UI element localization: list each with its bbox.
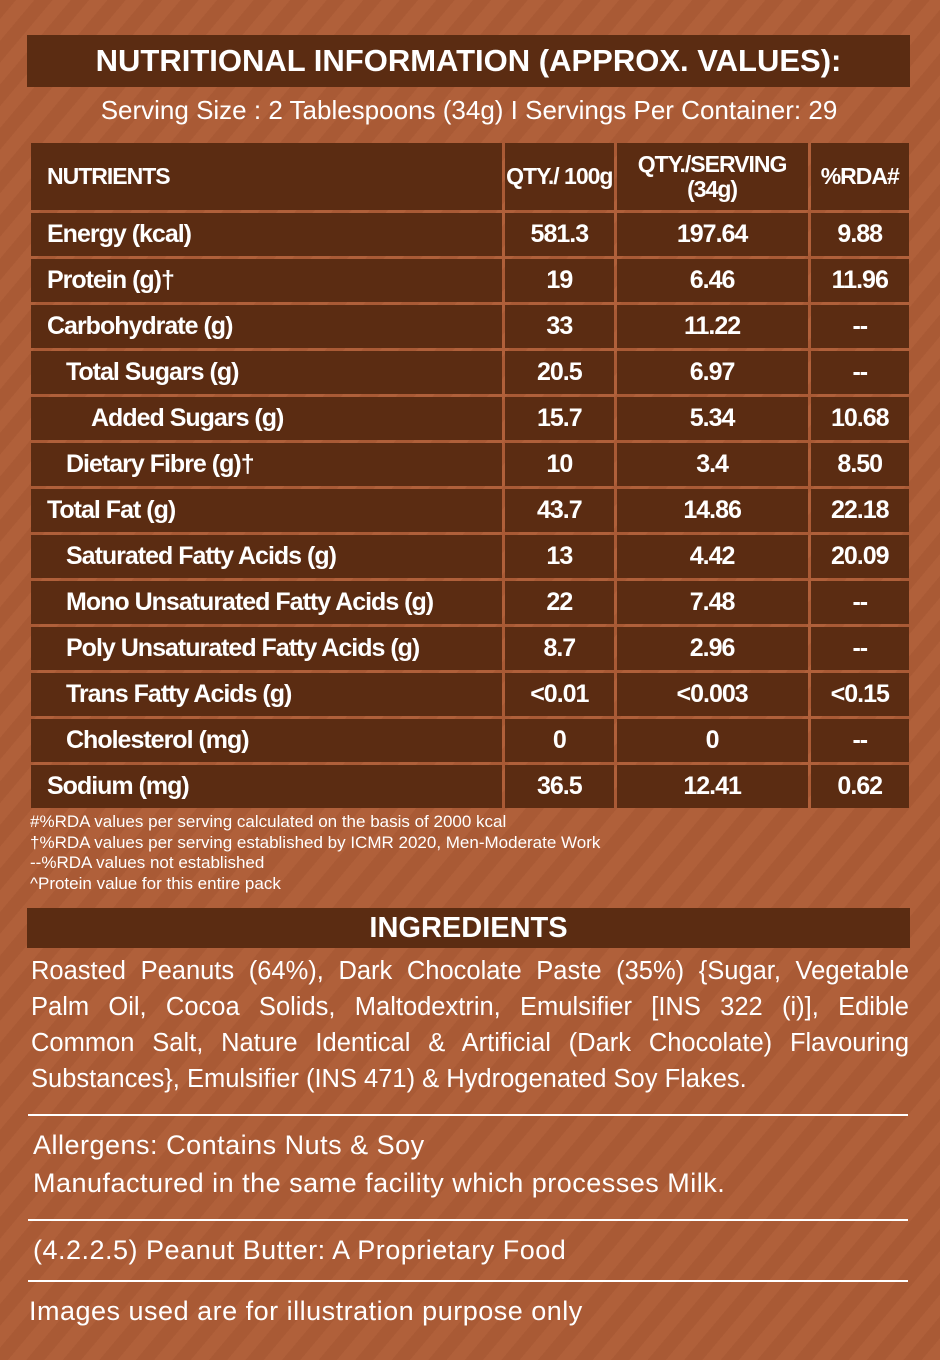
cell-value: 6.97 (616, 351, 808, 394)
cell-value: 0 (505, 719, 614, 762)
ingredients-text: Roasted Peanuts (64%), Dark Chocolate Pa… (31, 957, 909, 1093)
cell-value: 33 (505, 305, 614, 348)
cell-value: 7.48 (616, 581, 808, 624)
cell-value: 14.86 (616, 489, 808, 532)
cell-value: 10 (505, 443, 614, 486)
cell-value: 3.4 (616, 443, 808, 486)
cell-value: 22 (505, 581, 614, 624)
table-row: Protein (g)† 19 6.46 11.96 (31, 259, 909, 302)
table-row: Trans Fatty Acids (g) <0.01 <0.003 <0.15 (31, 673, 909, 716)
nutrient-name: Total Fat (g) (31, 489, 502, 532)
cell-value: 581.3 (505, 213, 614, 256)
cell-value: 5.34 (616, 397, 808, 440)
cell-value: <0.15 (810, 673, 909, 716)
column-header: QTY./ 100g (505, 143, 614, 210)
header-row: NUTRIENTS QTY./ 100g QTY./SERVING (34g) %RD… (31, 143, 909, 210)
nutrient-name: Protein (g)† (31, 259, 502, 302)
cell-value: -- (810, 627, 909, 670)
cell-value: -- (810, 351, 909, 394)
cell-value: 19 (505, 259, 614, 302)
nutrient-name: Sodium (mg) (31, 765, 502, 808)
table-row: Sodium (mg) 36.5 12.41 0.62 (31, 765, 909, 808)
table-row: Dietary Fibre (g)† 10 3.4 8.50 (31, 443, 909, 486)
nutrient-name: Mono Unsaturated Fatty Acids (g) (31, 581, 502, 624)
nutrient-name: Cholesterol (mg) (31, 719, 502, 762)
nutrient-name: Trans Fatty Acids (g) (31, 673, 502, 716)
cell-value: 22.18 (810, 489, 909, 532)
table-row: Added Sugars (g) 15.7 5.34 10.68 (31, 397, 909, 440)
cell-value: -- (810, 305, 909, 348)
cell-value: <0.003 (616, 673, 808, 716)
serving-size: Serving Size : 2 Tablespoons (34g) I Ser… (100, 95, 838, 125)
cell-value: 12.41 (616, 765, 808, 808)
cell-value: -- (810, 581, 909, 624)
column-header: NUTRIENTS (31, 143, 502, 210)
cell-value: 43.7 (505, 489, 614, 532)
table-row: Total Sugars (g) 20.5 6.97 -- (31, 351, 909, 394)
cell-value: 36.5 (505, 765, 614, 808)
cell-value: 4.42 (616, 535, 808, 578)
divider (28, 1114, 908, 1116)
table-row: Cholesterol (mg) 0 0 -- (31, 719, 909, 762)
table-row: Mono Unsaturated Fatty Acids (g) 22 7.48 -- (31, 581, 909, 624)
cell-value: 9.88 (810, 213, 909, 256)
cell-value: 11.22 (616, 305, 808, 348)
footnote: --%RDA values not established (30, 853, 265, 872)
cell-value: 2.96 (616, 627, 808, 670)
nutrient-name: Energy (kcal) (31, 213, 502, 256)
footnote: #%RDA values per serving calculated on t… (30, 812, 507, 831)
divider (28, 1280, 908, 1282)
cell-value: 8.7 (505, 627, 614, 670)
cell-value: <0.01 (505, 673, 614, 716)
allergen-line: Manufactured in the same facility which … (33, 1168, 726, 1198)
nutrient-name: Added Sugars (g) (31, 397, 502, 440)
ingredients-title: INGREDIENTS (27, 908, 910, 948)
allergen-line: Allergens: Contains Nuts & Soy (33, 1130, 425, 1160)
cell-value: 10.68 (810, 397, 909, 440)
disclaimer: Images used are for illustration purpose… (29, 1296, 583, 1326)
divider (28, 1219, 908, 1221)
cell-value: 6.46 (616, 259, 808, 302)
category: (4.2.2.5) Peanut Butter: A Proprietary F… (33, 1235, 567, 1265)
nutrient-name: Carbohydrate (g) (31, 305, 502, 348)
cell-value: 13 (505, 535, 614, 578)
cell-value: 197.64 (616, 213, 808, 256)
nutrient-name: Saturated Fatty Acids (g) (31, 535, 502, 578)
cell-value: 20.09 (810, 535, 909, 578)
footnote: †%RDA values per serving established by … (30, 832, 601, 852)
cell-value: 20.5 (505, 351, 614, 394)
column-header: %RDA# (810, 143, 909, 210)
title: NUTRITIONAL INFORMATION (APPROX. VALUES)… (27, 35, 910, 87)
nutrition-table: NUTRIENTS QTY./ 100g QTY./SERVING (34g) %RD… (28, 140, 912, 811)
cell-value: 0.62 (810, 765, 909, 808)
cell-value: -- (810, 719, 909, 762)
column-header: QTY./SERVING (34g) (616, 143, 808, 210)
table-row: Poly Unsaturated Fatty Acids (g) 8.7 2.96-… (31, 627, 909, 670)
footnote: ^Protein value for this entire pack (30, 873, 281, 893)
cell-value: 15.7 (505, 397, 614, 440)
nutrient-name: Dietary Fibre (g)† (31, 443, 502, 486)
footnotes: #%RDA values per serving calculated on t… (30, 812, 600, 894)
table-row: Total Fat (g) 43.7 14.86 22.18 (31, 489, 909, 532)
cell-value: 0 (616, 719, 808, 762)
cell-value: 11.96 (810, 259, 909, 302)
table-row: Energy (kcal) 581.3 197.64 9.88 (31, 213, 909, 256)
cell-value: 8.50 (810, 443, 909, 486)
table-row: Saturated Fatty Acids (g) 13 4.42 20.09 (31, 535, 909, 578)
table-row: Carbohydrate (g) 33 11.22 -- (31, 305, 909, 348)
nutrient-name: Poly Unsaturated Fatty Acids (g) (31, 627, 502, 670)
nutrient-name: Total Sugars (g) (31, 351, 502, 394)
